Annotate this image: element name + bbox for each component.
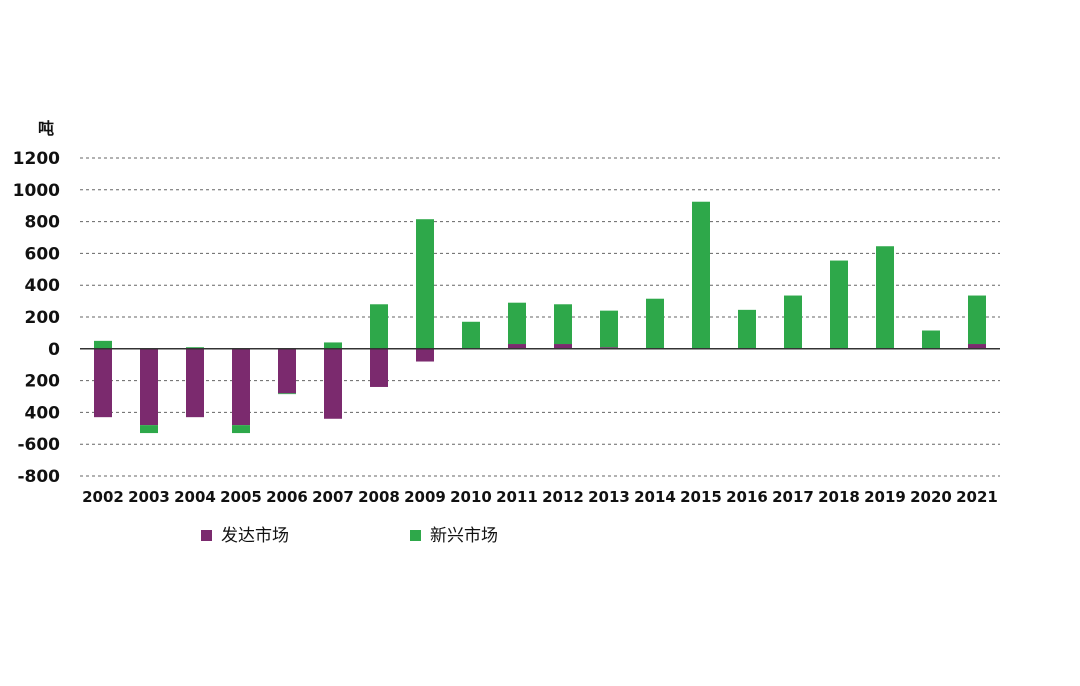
x-tick-label: 2005 [220,488,262,506]
x-tick-label: 2013 [588,488,630,506]
x-axis-ticks: 2002 2003 2004 2005 2006 2007 2008 2009 2010 2011… [82,488,998,506]
legend-swatch-emerging [410,530,421,541]
bar-emerging-2015 [692,201,710,349]
bar-emerging-2014 [646,298,664,349]
x-tick-label: 2016 [726,488,768,506]
y-tick-label: 400 [25,403,61,423]
x-tick-label: 2004 [174,488,216,506]
bar-emerging-2003 [140,425,158,434]
bar-emerging-2002 [94,340,112,349]
bar-emerging-2008 [370,304,388,349]
x-tick-label: 2003 [128,488,170,506]
x-tick-label: 2007 [312,488,354,506]
grid-lines [80,157,1000,477]
y-tick-label: 1200 [13,149,60,169]
legend-label-emerging: 新兴市场 [430,526,498,546]
bar-developed-2011 [508,344,526,349]
x-tick-label: 2021 [956,488,998,506]
bar-emerging-2021 [968,295,986,345]
x-tick-label: 2011 [496,488,538,506]
bar-emerging-2005 [232,425,250,434]
y-tick-label: 800 [25,213,61,233]
bar-emerging-2013 [600,310,618,348]
y-tick-label: 1000 [13,181,60,201]
bar-developed-2012 [554,344,572,349]
bar-emerging-2019 [876,246,894,349]
bars [94,201,986,434]
bar-developed-2003 [140,348,158,426]
x-tick-label: 2014 [634,488,676,506]
bar-developed-2004 [186,348,204,418]
y-tick-label: 0 [48,340,60,360]
bar-emerging-2009 [416,219,434,349]
x-tick-label: 2006 [266,488,308,506]
y-tick-label: -800 [17,467,60,487]
x-tick-label: 2015 [680,488,722,506]
x-tick-label: 2008 [358,488,400,506]
bar-emerging-2020 [922,330,940,349]
legend-swatch-developed [201,530,212,541]
bar-developed-2008 [370,348,388,387]
y-tick-label: 600 [25,244,61,264]
bar-emerging-2006 [278,393,296,395]
bar-emerging-2011 [508,302,526,345]
bar-developed-2005 [232,348,250,426]
bar-developed-2021 [968,344,986,349]
bar-developed-2006 [278,348,296,394]
y-tick-label: -600 [17,435,60,455]
legend-label-developed: 发达市场 [221,526,289,546]
bar-developed-2002 [94,348,112,418]
x-tick-label: 2017 [772,488,814,506]
y-tick-label: 200 [25,372,61,392]
bar-developed-2013 [600,347,618,349]
x-tick-label: 2002 [82,488,124,506]
x-tick-label: 2018 [818,488,860,506]
bar-emerging-2010 [462,321,480,349]
bar-emerging-2016 [738,309,756,349]
y-axis-ticks: 1200 1000 800 600 400 200 0 200 400 -600 -800 [13,149,60,487]
y-tick-label: 200 [25,308,61,328]
x-tick-label: 2020 [910,488,952,506]
y-tick-label: 400 [25,276,61,296]
x-tick-label: 2009 [404,488,446,506]
x-tick-label: 2012 [542,488,584,506]
legend: 发达市场 新兴市场 [201,526,498,546]
bar-emerging-2017 [784,295,802,349]
bar-emerging-2018 [830,260,848,349]
x-tick-label: 2019 [864,488,906,506]
bar-emerging-2004 [186,347,204,349]
bar-emerging-2012 [554,304,572,345]
x-tick-label: 2010 [450,488,492,506]
bar-developed-2009 [416,348,434,362]
bar-developed-2007 [324,348,342,419]
y-unit-label: 吨 [38,119,54,138]
bar-emerging-2007 [324,342,342,349]
